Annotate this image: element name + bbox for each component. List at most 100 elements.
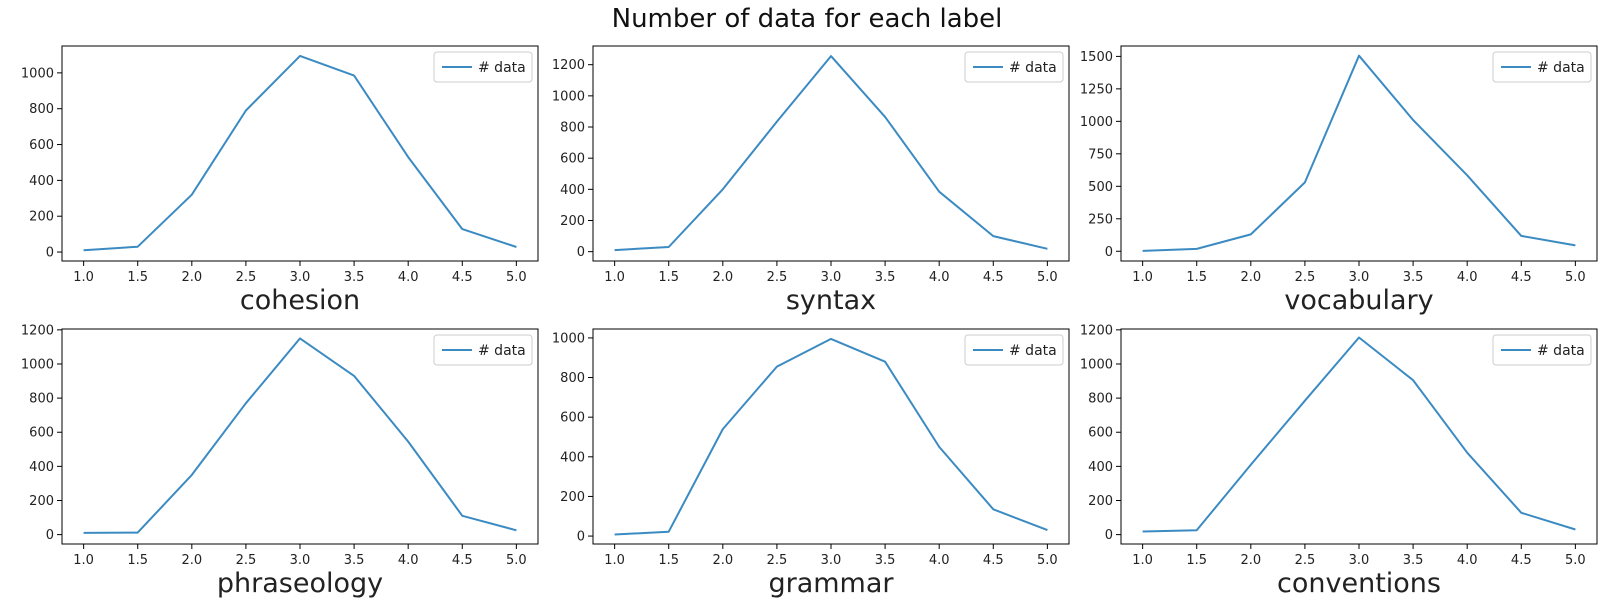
y-tick-label: 0	[577, 245, 585, 260]
x-tick-label: 1.0	[1132, 553, 1153, 568]
x-axis-label: conventions	[1277, 568, 1441, 599]
legend-label: # data	[478, 343, 526, 359]
x-axis-label: phraseology	[217, 568, 383, 599]
legend: # data	[433, 51, 533, 83]
legend-box	[433, 334, 533, 366]
legend-box	[1492, 51, 1592, 83]
x-tick-label: 4.0	[929, 270, 950, 285]
y-tick-label: 800	[29, 102, 54, 117]
y-tick-label: 1250	[1080, 82, 1113, 97]
x-tick-label: 2.5	[767, 270, 788, 285]
series-line	[614, 337, 1048, 536]
y-tick-label: 0	[46, 246, 54, 261]
y-tick-label: 0	[1105, 245, 1113, 260]
axes-frame	[61, 45, 539, 262]
x-tick-label: 4.5	[452, 553, 473, 568]
x-tick-label: 4.0	[398, 270, 419, 285]
x-tick-label: 3.0	[1349, 553, 1370, 568]
y-tick-label: 250	[1088, 212, 1113, 227]
y-tick-label: 1000	[21, 66, 54, 81]
subplot-phraseology: 1.0 1.5 2.0 2.5 3.0 3.5 4.0 4.5 5.0 0 200 400 600 800…	[21, 323, 539, 599]
y-tick-label: 200	[560, 214, 585, 229]
x-tick-label: 1.5	[658, 270, 679, 285]
axes-frame	[1120, 45, 1598, 262]
y-tick-label: 500	[1088, 180, 1113, 195]
series-line	[614, 55, 1048, 252]
x-tick-label: 2.5	[1295, 270, 1316, 285]
x-tick-label: 5.0	[506, 270, 527, 285]
series-line	[83, 337, 517, 534]
x-tick-label: 1.0	[604, 553, 625, 568]
x-tick-label: 3.0	[821, 553, 842, 568]
y-tick-label: 800	[29, 392, 54, 407]
y-tick-label: 1000	[1080, 115, 1113, 130]
x-tick-label: 3.0	[290, 553, 311, 568]
x-tick-label: 3.0	[821, 270, 842, 285]
x-tick-label: 2.0	[712, 270, 733, 285]
y-tick-label: 1200	[552, 58, 585, 73]
y-tick-label: 1500	[1080, 50, 1113, 65]
x-tick-label: 1.0	[604, 270, 625, 285]
x-tick-label: 4.5	[452, 270, 473, 285]
axes-frame	[592, 45, 1070, 262]
x-tick-label: 5.0	[1565, 553, 1586, 568]
x-tick-label: 1.5	[127, 553, 148, 568]
x-tick-label: 3.5	[1403, 553, 1424, 568]
y-tick-label: 400	[560, 183, 585, 198]
y-tick-label: 800	[560, 121, 585, 136]
axes-frame	[592, 328, 1070, 545]
y-tick-label: 0	[577, 530, 585, 545]
x-tick-label: 1.0	[1132, 270, 1153, 285]
x-axis-label: cohesion	[240, 285, 360, 316]
subplot-conventions: 1.0 1.5 2.0 2.5 3.0 3.5 4.0 4.5 5.0 0 200 400 600 800…	[1080, 323, 1598, 599]
legend-box	[1492, 334, 1592, 366]
x-tick-label: 4.5	[1511, 553, 1532, 568]
y-tick-label: 400	[29, 174, 54, 189]
y-tick-label: 200	[29, 210, 54, 225]
x-tick-label: 1.0	[73, 553, 94, 568]
x-tick-label: 4.5	[1511, 270, 1532, 285]
x-tick-label: 3.5	[344, 553, 365, 568]
y-tick-label: 1200	[21, 323, 54, 338]
y-tick-label: 0	[46, 528, 54, 543]
legend-label: # data	[1537, 343, 1585, 359]
subplot-grammar: 1.0 1.5 2.0 2.5 3.0 3.5 4.0 4.5 5.0 0 200 400 600 800…	[552, 328, 1070, 599]
x-tick-label: 2.5	[767, 553, 788, 568]
x-tick-label: 5.0	[1037, 270, 1058, 285]
x-tick-label: 1.0	[73, 270, 94, 285]
legend: # data	[1492, 334, 1592, 366]
x-tick-label: 5.0	[1037, 553, 1058, 568]
x-tick-label: 2.0	[712, 553, 733, 568]
legend-label: # data	[1009, 343, 1057, 359]
y-tick-label: 1000	[552, 89, 585, 104]
y-tick-label: 1000	[1080, 357, 1113, 372]
legend-label: # data	[1009, 60, 1057, 76]
x-tick-label: 2.5	[1295, 553, 1316, 568]
y-tick-label: 200	[1088, 494, 1113, 509]
x-tick-label: 2.0	[181, 553, 202, 568]
x-tick-label: 2.0	[181, 270, 202, 285]
legend-box	[433, 51, 533, 83]
subplot-cohesion: 1.0 1.5 2.0 2.5 3.0 3.5 4.0 4.5 5.0 0 200 400 600 800…	[21, 45, 539, 316]
x-tick-label: 4.5	[983, 553, 1004, 568]
x-tick-label: 1.5	[1186, 270, 1207, 285]
y-tick-label: 600	[29, 138, 54, 153]
legend-label: # data	[1537, 60, 1585, 76]
y-tick-label: 800	[1088, 392, 1113, 407]
legend-label: # data	[478, 60, 526, 76]
y-tick-label: 1000	[552, 331, 585, 346]
series-line	[1142, 54, 1576, 252]
series-line	[1142, 336, 1576, 533]
x-axis-label: vocabulary	[1284, 285, 1433, 316]
x-tick-label: 1.5	[658, 553, 679, 568]
y-tick-label: 1200	[1080, 323, 1113, 338]
series-line	[83, 54, 517, 252]
legend: # data	[964, 51, 1064, 83]
x-tick-label: 4.0	[1457, 270, 1478, 285]
y-tick-label: 0	[1105, 528, 1113, 543]
y-tick-label: 600	[1088, 426, 1113, 441]
x-tick-label: 5.0	[506, 553, 527, 568]
legend: # data	[433, 334, 533, 366]
